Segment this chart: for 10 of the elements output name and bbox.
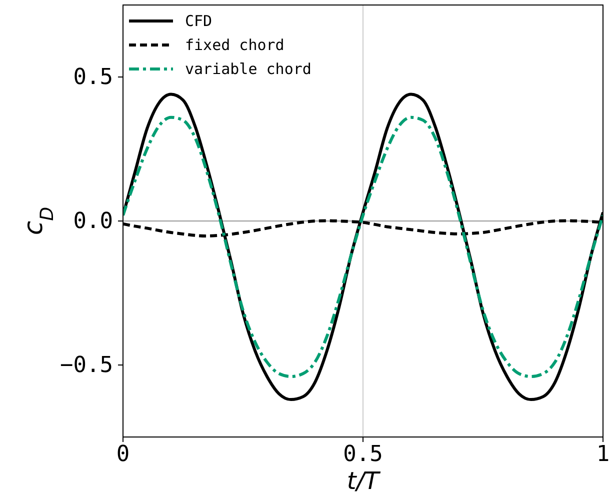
x-tick-label: 0 — [116, 442, 130, 467]
y-tick-label: 0.5 — [73, 65, 113, 90]
legend-label: variable chord — [185, 60, 312, 78]
y-tick-label: −0.5 — [60, 353, 113, 378]
x-tick-label: 0.5 — [343, 442, 383, 467]
y-tick-label: 0.0 — [73, 209, 113, 234]
legend-label: fixed chord — [185, 36, 284, 54]
x-tick-label: 1 — [596, 442, 610, 467]
x-axis-title: t/T — [346, 467, 382, 495]
legend-label: CFD — [185, 12, 212, 30]
